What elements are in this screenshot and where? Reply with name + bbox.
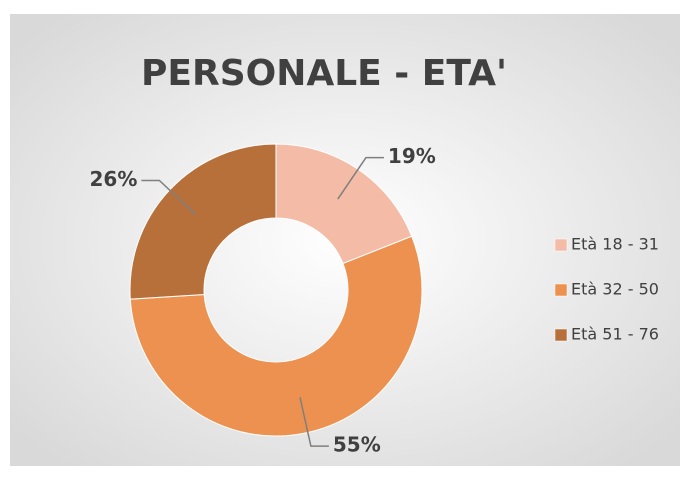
leader-line [337,156,384,200]
value-label: 19% [388,144,436,168]
legend-swatch [554,238,568,252]
legend-swatch [554,283,568,297]
legend-swatch [554,328,568,342]
legend-label: Età 51 - 76 [571,325,659,344]
leader-line [299,397,329,447]
donut-slice [129,235,423,437]
legend-label: Età 18 - 31 [571,235,659,254]
donut-slice [129,143,277,300]
donut-slice [275,143,413,265]
legend-label: Età 32 - 50 [571,280,659,299]
value-label: 55% [333,433,381,457]
value-label: 26% [89,167,137,191]
leader-line [141,179,197,216]
chart-title: PERSONALE - ETA' [141,53,507,94]
